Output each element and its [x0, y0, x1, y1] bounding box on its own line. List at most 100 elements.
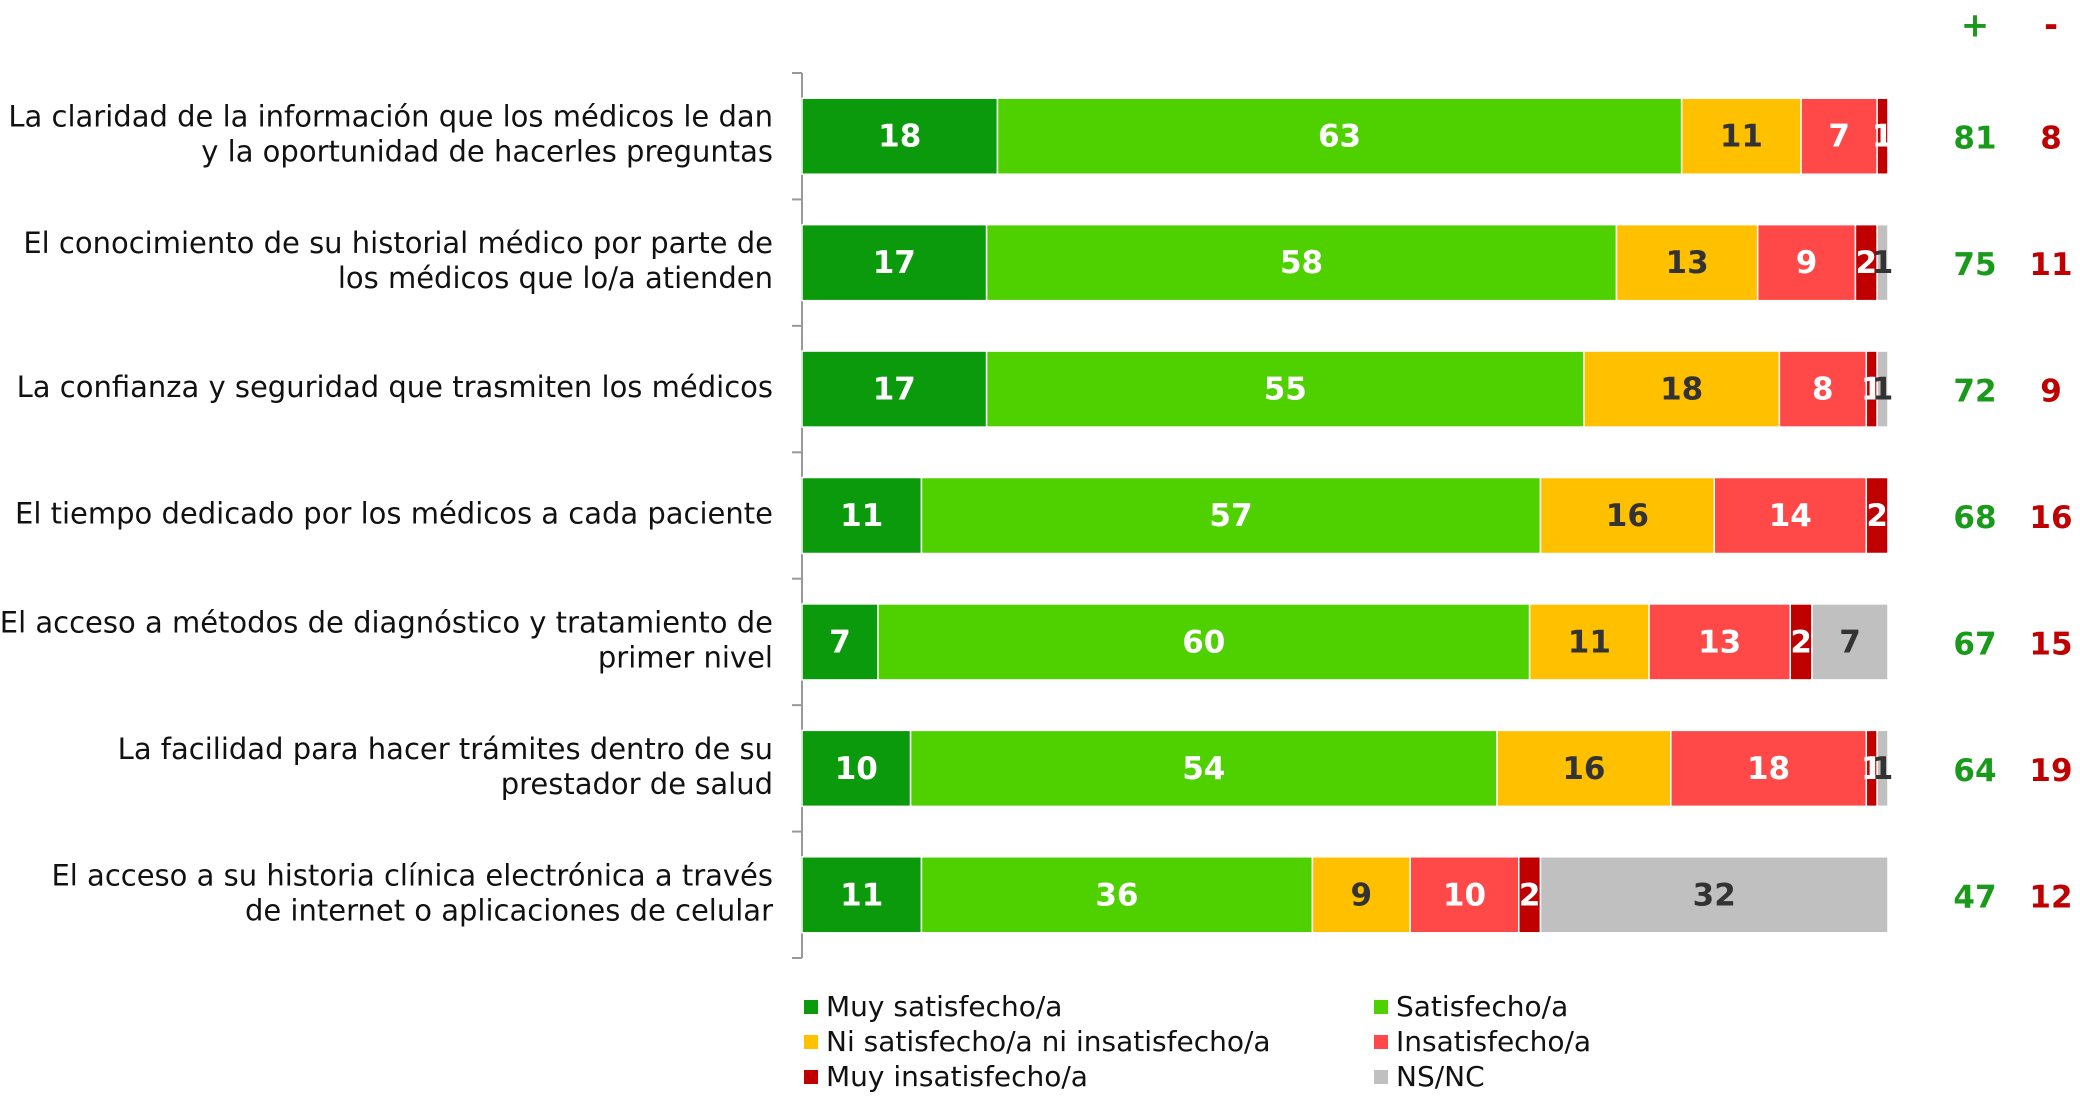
- data-label: 2: [1790, 624, 1812, 660]
- legend-swatch: [804, 1000, 818, 1014]
- category-label: los médicos que lo/a atienden: [338, 261, 773, 295]
- data-label: 18: [1747, 751, 1790, 787]
- bar-segment: [1496, 729, 1672, 808]
- legend-swatch: [804, 1070, 818, 1084]
- bar-segment: [1865, 476, 1889, 555]
- bar-segment: [1811, 603, 1889, 681]
- bar-segment: [801, 856, 923, 934]
- category-label: prestador de salud: [501, 767, 773, 801]
- bar-segment: [1311, 856, 1411, 934]
- bar-segment: [1528, 603, 1650, 681]
- data-label: 11: [840, 498, 883, 534]
- data-label: 2: [1519, 877, 1541, 913]
- data-label: 17: [873, 372, 916, 408]
- data-label: 1: [1872, 245, 1894, 281]
- bar-segment: [1800, 97, 1878, 175]
- bar-segment: [920, 476, 1542, 555]
- minus-value: 12: [2029, 879, 2072, 915]
- bar-segment: [877, 603, 1531, 681]
- data-label: 55: [1264, 372, 1307, 408]
- category-label: La claridad de la información que los mé…: [8, 100, 773, 134]
- data-label: 17: [873, 245, 916, 281]
- bar-segment: [1680, 97, 1802, 175]
- data-label: 1: [1872, 372, 1894, 408]
- data-label: 2: [1855, 245, 1877, 281]
- bar-segment: [801, 223, 988, 302]
- legend-swatch: [1374, 1035, 1388, 1049]
- legend-label: Muy satisfecho/a: [826, 990, 1062, 1023]
- data-label: 32: [1693, 877, 1736, 913]
- data-label: 8: [1812, 372, 1834, 408]
- bar-segment: [1583, 350, 1781, 428]
- data-label: 10: [835, 751, 878, 787]
- bar-segment: [1876, 97, 1889, 175]
- data-label: 7: [1839, 624, 1861, 660]
- plus-value: 67: [1953, 626, 1996, 662]
- legend-swatch: [1374, 1070, 1388, 1084]
- data-label: 16: [1562, 751, 1605, 787]
- bar-segment: [996, 97, 1683, 175]
- category-label: El acceso a su historia clínica electrón…: [51, 858, 773, 892]
- minus-value: 15: [2029, 626, 2072, 662]
- data-label: 9: [1796, 245, 1818, 281]
- data-label: 11: [1720, 119, 1763, 155]
- data-label: 13: [1698, 624, 1741, 660]
- data-label: 16: [1606, 498, 1649, 534]
- data-label: 13: [1666, 245, 1709, 281]
- legend-label: Muy insatisfecho/a: [826, 1060, 1088, 1092]
- plus-value: 81: [1953, 121, 1996, 157]
- bar-segment: [1876, 223, 1889, 302]
- bar-segment: [1756, 223, 1857, 302]
- legend-label: Ni satisfecho/a ni insatisfecho/a: [826, 1025, 1271, 1058]
- category-label: El acceso a métodos de diagnóstico y tra…: [0, 605, 773, 639]
- plus-value: 68: [1953, 500, 1996, 536]
- data-label: 9: [1351, 877, 1373, 913]
- bar-segment: [1615, 223, 1759, 302]
- minus-value: 9: [2040, 374, 2062, 410]
- data-label: 1: [1872, 119, 1894, 155]
- plus-value: 47: [1953, 879, 1996, 915]
- data-label: 14: [1769, 498, 1812, 534]
- bar-segment: [1876, 350, 1889, 428]
- category-label: El conocimiento de su historial médico p…: [23, 226, 773, 260]
- data-label: 18: [1660, 372, 1703, 408]
- data-label: 60: [1182, 624, 1225, 660]
- data-label: 58: [1280, 245, 1323, 281]
- bar-segment: [985, 350, 1585, 428]
- bar-segment: [1670, 729, 1868, 808]
- minus-value: 11: [2029, 247, 2072, 283]
- category-label: La facilidad para hacer trámites dentro …: [118, 732, 773, 766]
- legend-label: Insatisfecho/a: [1396, 1025, 1591, 1058]
- bar-segment: [1409, 856, 1520, 934]
- bar-segment: [920, 856, 1314, 934]
- bar-segment: [801, 476, 923, 555]
- category-label: primer nivel: [598, 640, 773, 674]
- plus-value: 64: [1953, 753, 1996, 789]
- data-label: 11: [1568, 624, 1611, 660]
- data-label: 57: [1209, 498, 1252, 534]
- data-label: 7: [1828, 119, 1850, 155]
- data-label: 2: [1866, 498, 1888, 534]
- data-label: 18: [878, 119, 921, 155]
- legend-swatch: [1374, 1000, 1388, 1014]
- data-label: 10: [1443, 877, 1486, 913]
- plus-value: 72: [1953, 374, 1996, 410]
- minus-value: 8: [2040, 121, 2062, 157]
- legend-label: Satisfecho/a: [1396, 990, 1568, 1023]
- legend-swatch: [804, 1035, 818, 1049]
- category-label: La confianza y seguridad que trasmiten l…: [17, 370, 773, 404]
- minus-value: 16: [2029, 500, 2072, 536]
- bar-segment: [1539, 476, 1715, 555]
- data-label: 11: [840, 877, 883, 913]
- bar-segment: [801, 350, 988, 428]
- category-label: de internet o aplicaciones de celular: [245, 893, 773, 927]
- data-label: 1: [1872, 751, 1894, 787]
- bar-segment: [985, 223, 1618, 302]
- category-label: El tiempo dedicado por los médicos a cad…: [15, 497, 773, 531]
- plus-header: +: [1961, 6, 1990, 46]
- minus-value: 19: [2029, 753, 2072, 789]
- data-label: 36: [1095, 877, 1138, 913]
- bar-segment: [1713, 476, 1868, 555]
